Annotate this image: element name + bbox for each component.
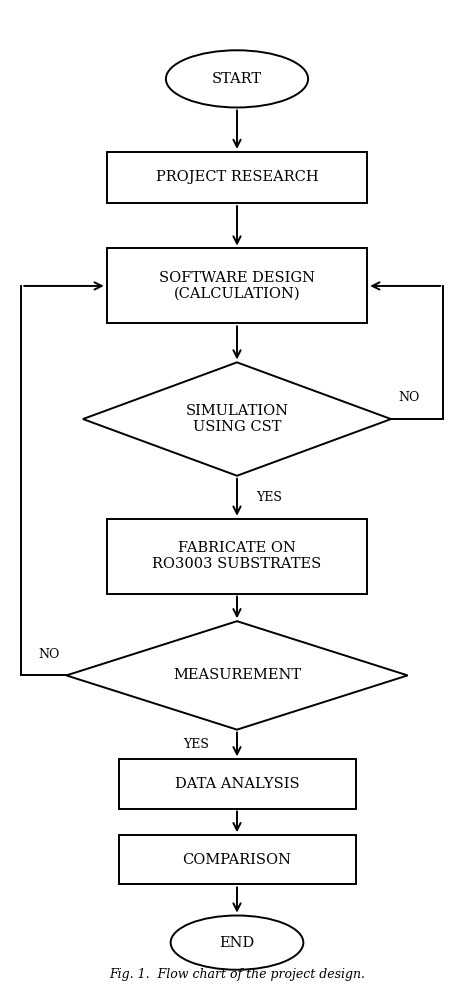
Text: FABRICATE ON
RO3003 SUBSTRATES: FABRICATE ON RO3003 SUBSTRATES [152,541,322,571]
Text: SOFTWARE DESIGN
(CALCULATION): SOFTWARE DESIGN (CALCULATION) [159,271,315,301]
Text: SIMULATION
USING CST: SIMULATION USING CST [185,404,289,434]
Ellipse shape [166,50,308,107]
Text: START: START [212,72,262,86]
Text: END: END [219,936,255,950]
Text: MEASUREMENT: MEASUREMENT [173,669,301,682]
FancyBboxPatch shape [118,759,356,809]
Ellipse shape [171,915,303,970]
Polygon shape [66,621,408,730]
FancyBboxPatch shape [107,519,367,594]
Text: COMPARISON: COMPARISON [182,853,292,867]
Text: YES: YES [256,491,282,504]
Polygon shape [83,363,391,476]
Text: DATA ANALYSIS: DATA ANALYSIS [175,777,299,791]
Text: PROJECT RESEARCH: PROJECT RESEARCH [155,171,319,184]
Text: NO: NO [398,391,419,404]
Text: NO: NO [38,648,59,661]
FancyBboxPatch shape [118,835,356,884]
FancyBboxPatch shape [107,248,367,323]
FancyBboxPatch shape [107,152,367,203]
Text: YES: YES [182,738,209,751]
Text: Fig. 1.  Flow chart of the project design.: Fig. 1. Flow chart of the project design… [109,968,365,981]
